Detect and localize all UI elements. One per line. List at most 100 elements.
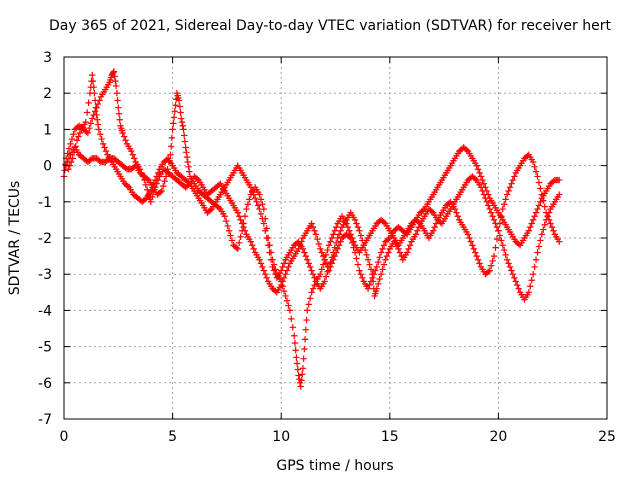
data-point [83, 128, 90, 136]
data-point [82, 118, 89, 126]
data-point [269, 263, 276, 271]
data-point [333, 239, 340, 247]
data-point [550, 178, 557, 185]
data-point [490, 252, 498, 260]
data-point [309, 223, 317, 231]
data-point [318, 249, 325, 256]
data-point [466, 234, 473, 242]
data-point [331, 244, 338, 251]
data-point [300, 355, 307, 362]
data-point [194, 175, 201, 183]
data-point [541, 221, 548, 228]
data-point [167, 143, 175, 150]
data-point [515, 240, 522, 248]
data-point [364, 256, 372, 263]
data-point [327, 258, 334, 266]
data-point [380, 242, 388, 249]
data-point [86, 124, 93, 132]
data-point [531, 163, 538, 171]
data-point [500, 246, 508, 254]
data-point [221, 213, 228, 220]
data-point [540, 226, 547, 233]
data-point [249, 242, 256, 249]
data-point [492, 244, 499, 251]
data-point [76, 129, 84, 137]
y-tick-label: 3 [43, 50, 52, 66]
data-point [525, 227, 533, 234]
y-tick-label: -2 [38, 231, 52, 247]
y-tick-label: -4 [38, 303, 52, 319]
data-point [306, 295, 314, 302]
x-axis-title: GPS time / hours [276, 458, 393, 474]
data-point [308, 220, 315, 227]
data-point [535, 243, 543, 250]
data-point [477, 184, 485, 191]
data-point [279, 283, 286, 290]
x-tick-label: 0 [60, 429, 69, 445]
data-point [467, 238, 475, 245]
data-point [215, 181, 223, 189]
data-point [479, 187, 486, 195]
data-point [419, 207, 427, 214]
data-point [293, 239, 301, 247]
data-point [171, 108, 178, 115]
data-point [348, 234, 356, 242]
data-point [283, 267, 291, 274]
data-point [361, 246, 369, 254]
data-point [285, 263, 292, 271]
data-point [363, 251, 370, 259]
data-point [267, 256, 275, 263]
data-point [68, 135, 76, 143]
x-tick-label: 15 [381, 429, 399, 445]
data-point [93, 111, 100, 119]
data-point [545, 209, 553, 216]
data-point [493, 223, 501, 231]
data-point [304, 307, 311, 314]
data-point [75, 133, 82, 140]
data-point [154, 169, 162, 177]
series-track-A [60, 68, 563, 296]
data-point [308, 267, 315, 274]
data-point [299, 365, 307, 372]
data-point [114, 97, 121, 104]
data-point [256, 191, 263, 198]
data-point [167, 151, 174, 158]
data-point [94, 121, 102, 128]
chart-title: Day 365 of 2021, Sidereal Day-to-day VTE… [49, 18, 611, 34]
data-point [131, 163, 138, 171]
data-point [529, 216, 537, 224]
data-point [380, 261, 388, 268]
data-point [97, 131, 104, 138]
y-tick-label: -6 [38, 376, 52, 392]
data-point [234, 209, 241, 216]
data-point [337, 227, 344, 234]
data-point [260, 220, 268, 227]
data-point [505, 187, 512, 195]
data-point [502, 251, 509, 259]
data-point [369, 271, 376, 278]
data-point [259, 215, 266, 222]
data-point [303, 316, 310, 324]
data-point [414, 227, 421, 234]
data-point [531, 213, 538, 220]
data-point [315, 240, 323, 248]
data-point [177, 109, 184, 116]
data-point [548, 223, 556, 231]
data-point [311, 274, 318, 282]
data-point [72, 143, 79, 150]
data-point [185, 163, 192, 171]
data-point [317, 245, 324, 253]
data-point [161, 178, 168, 185]
data-point [262, 227, 269, 234]
data-point [286, 307, 294, 314]
data-point [385, 236, 392, 243]
data-point [334, 234, 341, 242]
data-point [251, 194, 259, 202]
data-point [301, 249, 308, 256]
data-point [87, 156, 94, 163]
data-point [283, 297, 291, 304]
data-point [306, 263, 314, 271]
data-point [68, 158, 75, 166]
data-point [396, 249, 404, 256]
data-point [535, 202, 543, 209]
